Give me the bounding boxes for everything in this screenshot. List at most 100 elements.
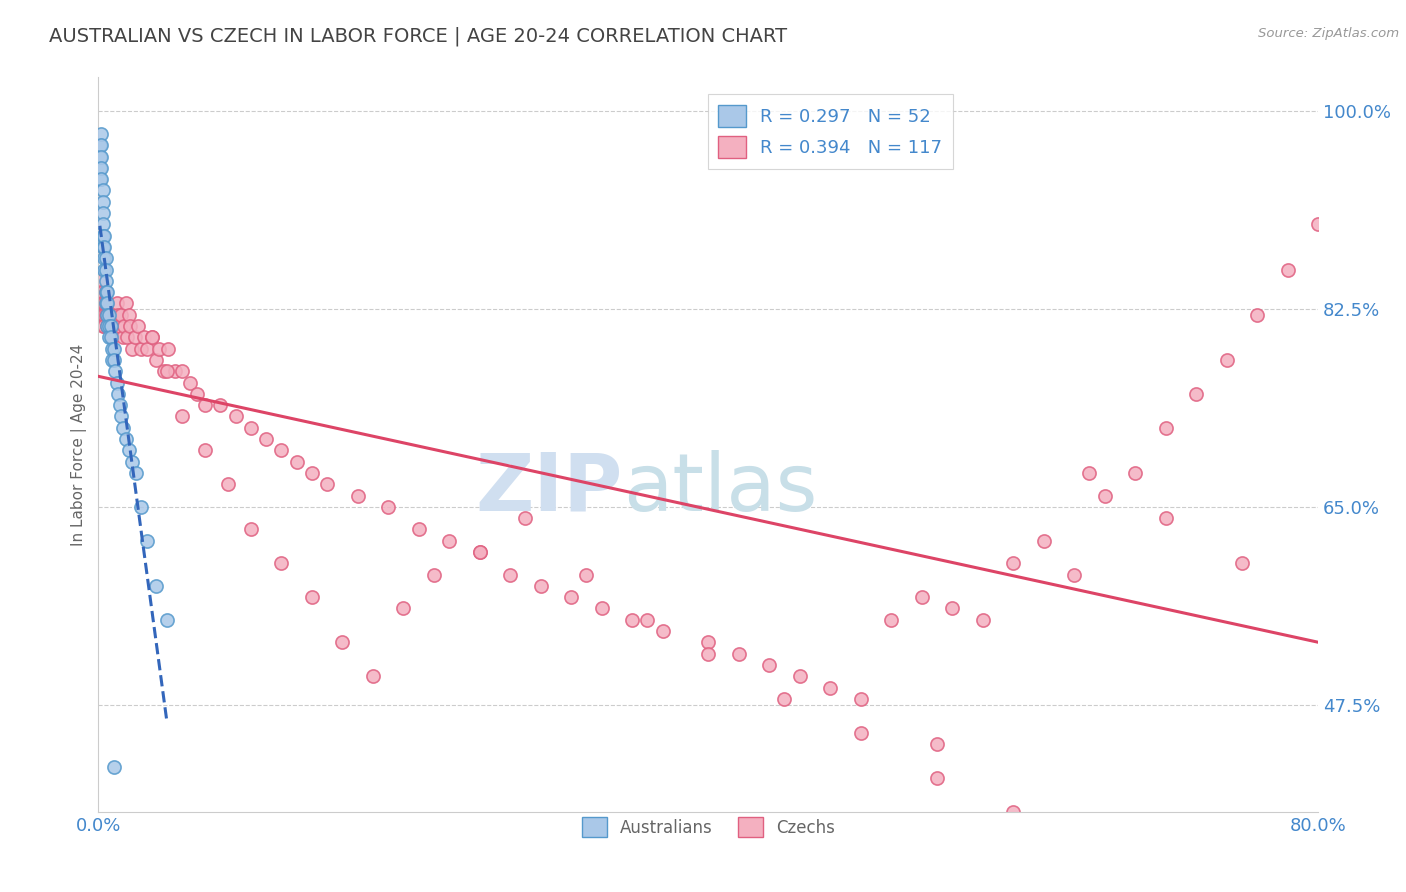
Australians: [94, 296, 117, 310]
Czechs: [1002, 557, 1025, 571]
Australians: [94, 285, 117, 299]
Czechs: [91, 308, 114, 322]
Czechs: [925, 771, 948, 785]
Australians: [89, 172, 111, 186]
Czechs: [107, 308, 129, 322]
Text: Source: ZipAtlas.com: Source: ZipAtlas.com: [1258, 27, 1399, 40]
Czechs: [316, 477, 339, 491]
Australians: [89, 138, 111, 153]
Czechs: [270, 557, 292, 571]
Australians: [90, 127, 112, 141]
Australians: [111, 420, 134, 434]
Czechs: [98, 318, 121, 333]
Australians: [104, 364, 127, 378]
Czechs: [636, 613, 658, 627]
Czechs: [377, 500, 399, 514]
Czechs: [91, 318, 114, 333]
Czechs: [697, 647, 720, 661]
Czechs: [361, 669, 384, 683]
Australians: [93, 228, 115, 243]
Czechs: [93, 296, 115, 310]
Australians: [91, 228, 114, 243]
Czechs: [560, 591, 582, 605]
Czechs: [172, 409, 194, 424]
Text: AUSTRALIAN VS CZECH IN LABOR FORCE | AGE 20-24 CORRELATION CHART: AUSTRALIAN VS CZECH IN LABOR FORCE | AGE…: [49, 27, 787, 46]
Czechs: [1230, 557, 1253, 571]
Czechs: [90, 285, 112, 299]
Czechs: [285, 454, 308, 468]
Czechs: [1032, 533, 1054, 548]
Australians: [103, 352, 125, 367]
Czechs: [172, 364, 194, 378]
Czechs: [1123, 466, 1146, 480]
Czechs: [1246, 308, 1268, 322]
Czechs: [621, 613, 644, 627]
Australians: [118, 443, 141, 458]
Czechs: [499, 567, 522, 582]
Czechs: [1215, 352, 1237, 367]
Czechs: [94, 296, 117, 310]
Czechs: [849, 726, 872, 740]
Czechs: [90, 296, 112, 310]
Australians: [156, 613, 179, 627]
Australians: [98, 330, 121, 344]
Australians: [103, 760, 125, 774]
Czechs: [925, 737, 948, 751]
Australians: [145, 579, 167, 593]
Czechs: [153, 364, 176, 378]
Australians: [114, 432, 136, 446]
Czechs: [127, 318, 149, 333]
Australians: [103, 342, 125, 356]
Czechs: [96, 318, 118, 333]
Czechs: [1277, 262, 1299, 277]
Czechs: [346, 488, 368, 502]
Czechs: [89, 285, 111, 299]
Czechs: [575, 567, 598, 582]
Czechs: [112, 318, 135, 333]
Czechs: [100, 308, 122, 322]
Czechs: [96, 296, 118, 310]
Czechs: [651, 624, 673, 639]
Australians: [129, 500, 152, 514]
Czechs: [186, 386, 208, 401]
Australians: [93, 262, 115, 277]
Czechs: [89, 296, 111, 310]
Czechs: [110, 308, 132, 322]
Australians: [90, 138, 112, 153]
Czechs: [468, 545, 491, 559]
Australians: [107, 386, 129, 401]
Australians: [91, 183, 114, 197]
Australians: [101, 352, 124, 367]
Czechs: [515, 511, 537, 525]
Czechs: [225, 409, 247, 424]
Czechs: [120, 318, 142, 333]
Czechs: [96, 308, 118, 322]
Czechs: [124, 330, 146, 344]
Czechs: [94, 308, 117, 322]
Australians: [93, 251, 115, 265]
Australians: [91, 206, 114, 220]
Czechs: [972, 613, 994, 627]
Czechs: [1308, 217, 1330, 231]
Czechs: [194, 398, 217, 412]
Czechs: [818, 681, 841, 695]
Czechs: [239, 420, 262, 434]
Czechs: [789, 669, 811, 683]
Czechs: [301, 591, 323, 605]
Czechs: [118, 308, 141, 322]
Australians: [96, 285, 118, 299]
Czechs: [141, 330, 163, 344]
Czechs: [108, 318, 131, 333]
Czechs: [880, 613, 903, 627]
Australians: [98, 318, 121, 333]
Australians: [94, 262, 117, 277]
Australians: [100, 330, 122, 344]
Australians: [93, 240, 115, 254]
Czechs: [1094, 488, 1116, 502]
Australians: [98, 308, 121, 322]
Czechs: [1185, 386, 1208, 401]
Czechs: [727, 647, 749, 661]
Australians: [105, 376, 128, 390]
Australians: [94, 274, 117, 288]
Czechs: [93, 308, 115, 322]
